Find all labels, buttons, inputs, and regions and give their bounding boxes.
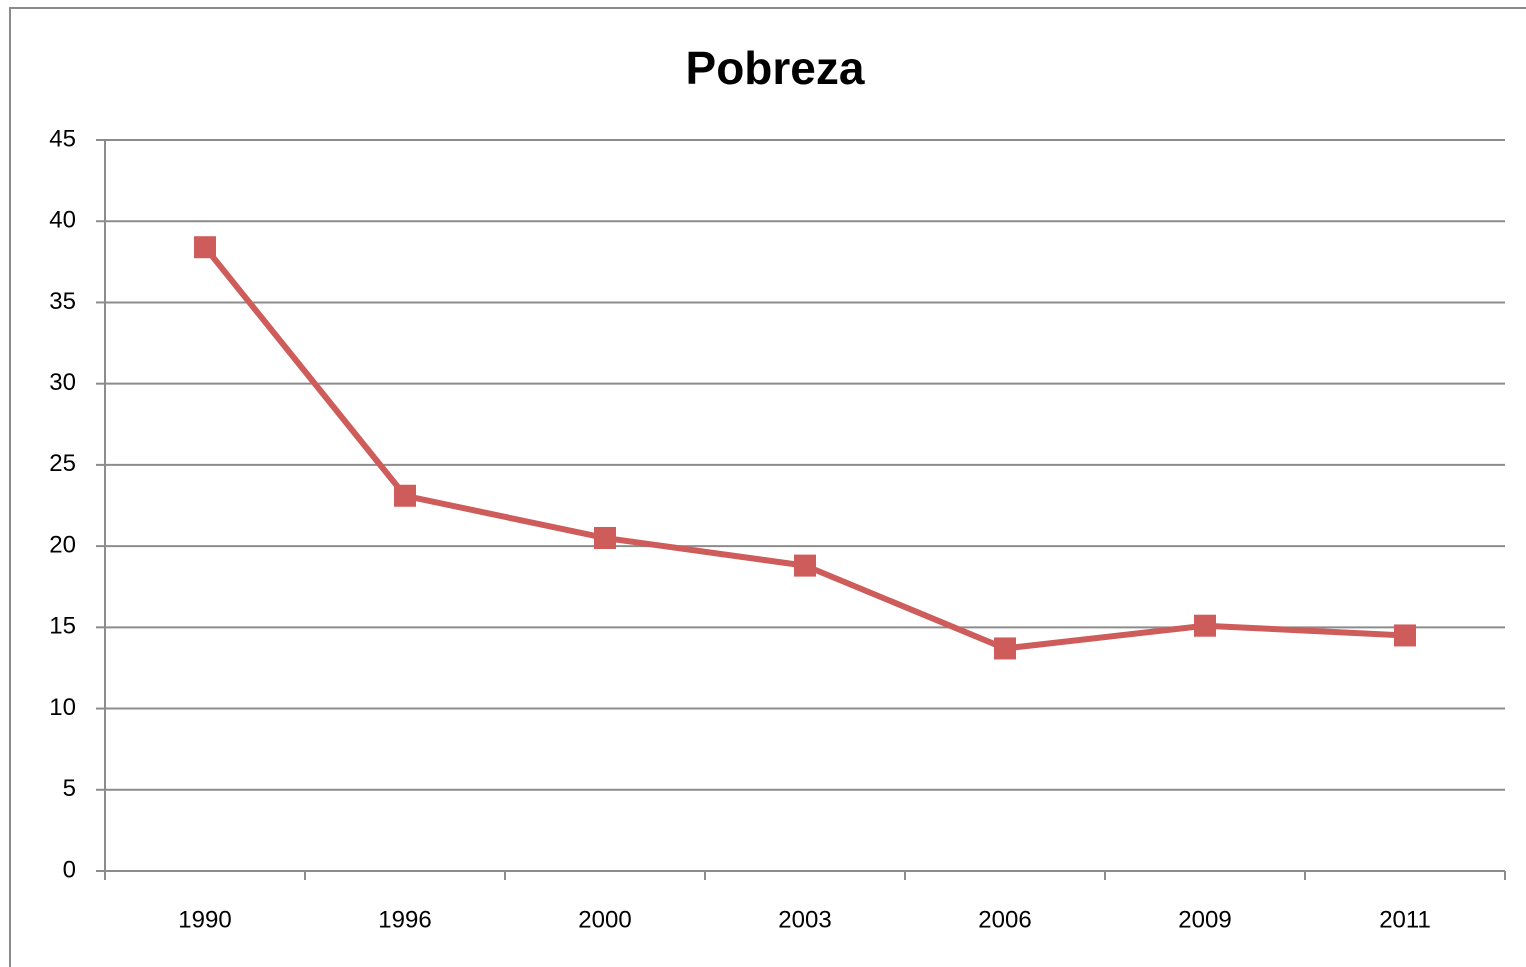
- y-tick-label: 0: [63, 856, 76, 883]
- y-tick-label: 25: [49, 450, 76, 477]
- y-tick-label: 20: [49, 531, 76, 558]
- x-tick-label: 1990: [178, 906, 231, 933]
- y-tick-label: 10: [49, 694, 76, 721]
- y-tick-label: 35: [49, 288, 76, 315]
- y-tick-label: 30: [49, 369, 76, 396]
- marker: [1194, 614, 1216, 637]
- marker: [1394, 624, 1416, 647]
- chart-border: [9, 7, 1526, 967]
- x-tick-label: 2003: [778, 906, 831, 933]
- y-tick-label: 5: [63, 775, 76, 802]
- y-tick-label: 15: [49, 613, 76, 640]
- y-tick-label: 40: [49, 207, 76, 234]
- marker: [194, 236, 216, 259]
- x-tick-label: 2006: [978, 906, 1031, 933]
- x-tick-label: 2009: [1178, 906, 1231, 933]
- x-tick-label: 2011: [1379, 906, 1431, 933]
- y-tick-label: 45: [49, 125, 76, 152]
- marker: [594, 526, 616, 549]
- x-tick-label: 1996: [378, 906, 431, 933]
- marker: [794, 554, 816, 577]
- marker: [394, 484, 416, 507]
- x-tick-label: 2000: [578, 906, 631, 933]
- marker: [994, 637, 1016, 660]
- chart-title: Pobreza: [686, 42, 865, 94]
